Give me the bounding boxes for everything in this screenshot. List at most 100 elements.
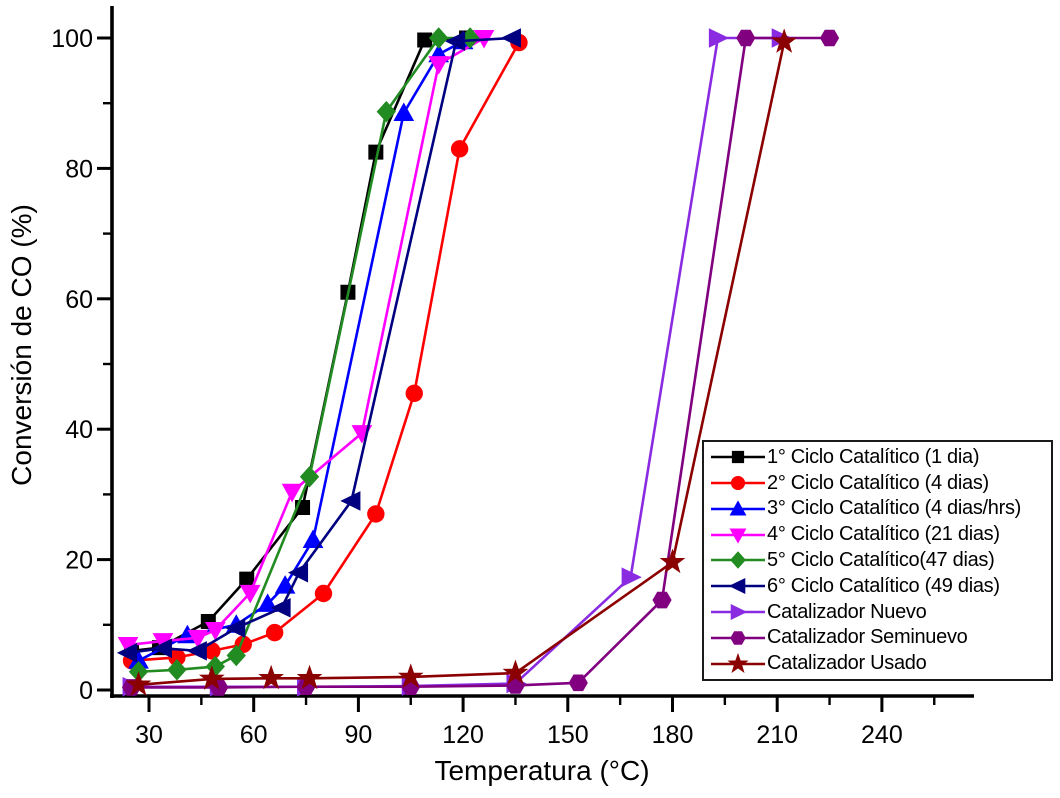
data-point-marker (187, 629, 209, 649)
legend-item-2: 2° Ciclo Catalítico (4 dias) (709, 471, 1049, 496)
series-line (131, 41, 521, 662)
legend-item-4: 4° Ciclo Catalítico (21 dias) (709, 522, 1049, 547)
data-point-marker (819, 29, 840, 47)
legend-marker-triangle-down-icon (711, 528, 765, 544)
data-point-marker (367, 505, 385, 523)
x-axis-title: Temperatura (°C) (434, 755, 649, 786)
data-point-marker (708, 28, 730, 48)
data-point-marker (728, 578, 746, 595)
x-tick-label-240: 240 (861, 721, 903, 749)
data-point-marker (239, 571, 255, 587)
series-5 (128, 27, 480, 683)
data-point-marker (125, 671, 152, 696)
data-point-marker (265, 623, 284, 642)
y-tick-label-100: 100 (51, 25, 93, 53)
legend-marker-diamond-icon (711, 551, 765, 570)
data-point-marker (393, 102, 415, 121)
x-tick-label-90: 90 (344, 721, 372, 749)
series-2 (122, 33, 528, 670)
legend-item-6: 6° Ciclo Catalítico (49 dias) (709, 574, 1049, 599)
data-point-marker (652, 591, 672, 609)
data-point-marker (731, 451, 745, 464)
data-point-marker (198, 665, 225, 690)
x-tick-label-210: 210 (756, 721, 798, 749)
legend-marker-square-icon (711, 451, 765, 464)
legend-item-1: 1° Ciclo Catalítico (1 dia) (709, 445, 1049, 470)
data-point-marker (281, 483, 303, 503)
x-tick-label-180: 180 (652, 721, 694, 749)
data-point-marker (287, 562, 309, 583)
data-point-marker (428, 56, 450, 75)
data-point-marker (405, 384, 423, 403)
data-point-marker (727, 652, 749, 673)
legend-label: 5° Ciclo Catalítico(47 dias) (767, 548, 995, 571)
data-series (116, 27, 840, 697)
data-point-marker (258, 664, 285, 690)
series-line (131, 36, 781, 689)
data-point-marker (167, 659, 187, 681)
data-point-marker (730, 476, 746, 491)
data-point-marker (729, 528, 747, 544)
data-point-marker (771, 28, 798, 53)
legend-label: 1° Ciclo Catalítico (1 dia) (767, 445, 980, 468)
legend-marker-hexagon-icon (711, 631, 765, 645)
legend-marker-triangle-left-icon (711, 578, 765, 595)
data-point-marker (376, 100, 396, 123)
legend-item-5: 5° Ciclo Catalítico(47 dias) (709, 548, 1049, 573)
legend-item-8: Catalizador Seminuevo (709, 625, 1049, 650)
legend-marker-circle-icon (711, 476, 765, 491)
series-line (127, 36, 485, 647)
legend-item-9: Catalizador Usado (709, 651, 1049, 676)
data-point-marker (226, 644, 246, 667)
data-point-marker (151, 638, 172, 659)
legend-label: 2° Ciclo Catalítico (4 dias) (767, 471, 989, 494)
legend-label: Catalizador Nuevo (767, 600, 927, 623)
data-point-marker (340, 491, 361, 511)
data-point-marker (417, 32, 433, 48)
series-line (131, 36, 467, 653)
legend-box: 1° Ciclo Catalítico (1 dia) 2° Ciclo Cata… (702, 440, 1053, 681)
legend-label: 6° Ciclo Catalítico (49 dias) (767, 574, 1000, 597)
y-tick-label-60: 60 (65, 286, 93, 314)
legend-label: 3° Ciclo Catalítico (4 dias/hrs) (767, 497, 1022, 520)
data-point-marker (444, 31, 466, 52)
series-line (138, 41, 786, 687)
data-point-marker (450, 140, 469, 158)
data-point-marker (270, 598, 291, 618)
legend-marker-triangle-up-icon (711, 500, 765, 516)
data-point-marker (428, 27, 449, 49)
data-point-marker (730, 631, 746, 645)
y-tick-label-0: 0 (79, 677, 93, 705)
y-tick-label-20: 20 (65, 547, 93, 575)
x-tick-label-60: 60 (240, 721, 268, 749)
data-point-marker (730, 551, 746, 570)
series-6 (116, 28, 521, 663)
data-point-marker (502, 659, 529, 684)
data-point-marker (730, 604, 748, 621)
data-point-marker (225, 618, 246, 638)
x-tick-label-120: 120 (442, 721, 484, 749)
legend-label: Catalizador Usado (767, 652, 927, 675)
x-tick-label-30: 30 (135, 721, 163, 749)
legend-marker-triangle-right-icon (711, 604, 765, 621)
y-tick-label-40: 40 (65, 416, 93, 444)
data-point-marker (186, 641, 207, 661)
data-point-marker (204, 622, 226, 641)
data-point-marker (736, 29, 756, 47)
data-point-marker (239, 584, 261, 604)
legend-label: Catalizador Seminuevo (767, 626, 968, 649)
data-point-marker (116, 643, 138, 663)
legend-item-7: Catalizador Nuevo (709, 600, 1049, 625)
data-point-marker (296, 664, 323, 690)
data-point-marker (302, 529, 324, 549)
data-point-marker (500, 28, 521, 48)
legend-label: 4° Ciclo Catalítico (21 dias) (767, 523, 1000, 546)
data-point-marker (314, 584, 333, 603)
data-point-marker (568, 674, 588, 692)
series-7 (122, 28, 792, 697)
x-tick-label-150: 150 (547, 721, 589, 749)
data-point-marker (397, 663, 424, 688)
y-axis-title: Conversión de CO (%) (6, 204, 37, 486)
